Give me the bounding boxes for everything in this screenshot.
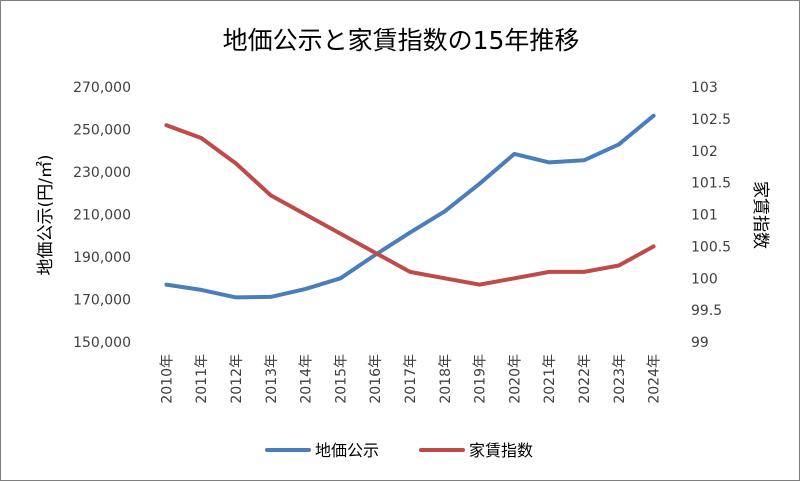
x-tick-label: 2011年	[194, 354, 210, 404]
x-tick-label: 2016年	[368, 354, 384, 404]
x-tick-label: 2019年	[473, 354, 489, 404]
right-tick-label: 100.5	[691, 239, 731, 255]
x-tick-label: 2010年	[159, 354, 175, 404]
right-axis-title: 家賃指数	[750, 181, 770, 249]
x-tick-label: 2020年	[507, 354, 523, 404]
x-tick-label: 2023年	[612, 354, 628, 404]
x-tick-label: 2024年	[647, 354, 663, 404]
x-tick-label: 2012年	[229, 354, 245, 404]
x-tick-label: 2018年	[438, 354, 454, 404]
left-tick-label: 170,000	[73, 293, 131, 309]
left-tick-label: 190,000	[73, 250, 131, 266]
legend-label-2: 家賃指数	[469, 441, 533, 460]
legend-label-1: 地価公示	[315, 441, 379, 460]
right-tick-label: 103	[691, 80, 718, 96]
left-axis-ticks: 150,000 170,000 190,000 210,000 230,000 250,0…	[73, 80, 131, 351]
right-tick-label: 101	[691, 208, 718, 224]
x-tick-label: 2014年	[299, 354, 315, 404]
series-line-2	[164, 123, 656, 287]
series-line-1	[164, 113, 656, 300]
right-tick-label: 99	[691, 335, 709, 351]
x-tick-label: 2015年	[333, 354, 349, 404]
left-tick-label: 270,000	[73, 80, 131, 96]
x-tick-label: 2017年	[403, 354, 419, 404]
x-tick-label: 2021年	[542, 354, 558, 404]
left-tick-label: 250,000	[73, 123, 131, 139]
chart-title: 地価公示と家賃指数の15年推移	[223, 26, 580, 55]
left-tick-label: 150,000	[73, 335, 131, 351]
x-tick-label: 2013年	[264, 354, 280, 404]
x-tick-label: 2022年	[577, 354, 593, 404]
series-layer	[164, 113, 656, 300]
right-axis-ticks: 99 99.5 100 100.5 101 101.5 102 102.5 103	[691, 80, 731, 351]
x-axis-ticks: 2010年 2011年 2012年 2013年 2014年 2015年 2016年 2017年…	[159, 354, 662, 404]
right-tick-label: 100	[691, 271, 718, 287]
legend: 地価公示 家賃指数	[265, 441, 533, 460]
right-tick-label: 102.5	[691, 112, 731, 128]
left-tick-label: 230,000	[73, 165, 131, 181]
right-tick-label: 99.5	[691, 303, 722, 319]
left-tick-label: 210,000	[73, 208, 131, 224]
right-tick-label: 101.5	[691, 176, 731, 192]
left-axis-title: 地価公示(円/㎡)	[36, 155, 56, 276]
right-tick-label: 102	[691, 144, 718, 160]
